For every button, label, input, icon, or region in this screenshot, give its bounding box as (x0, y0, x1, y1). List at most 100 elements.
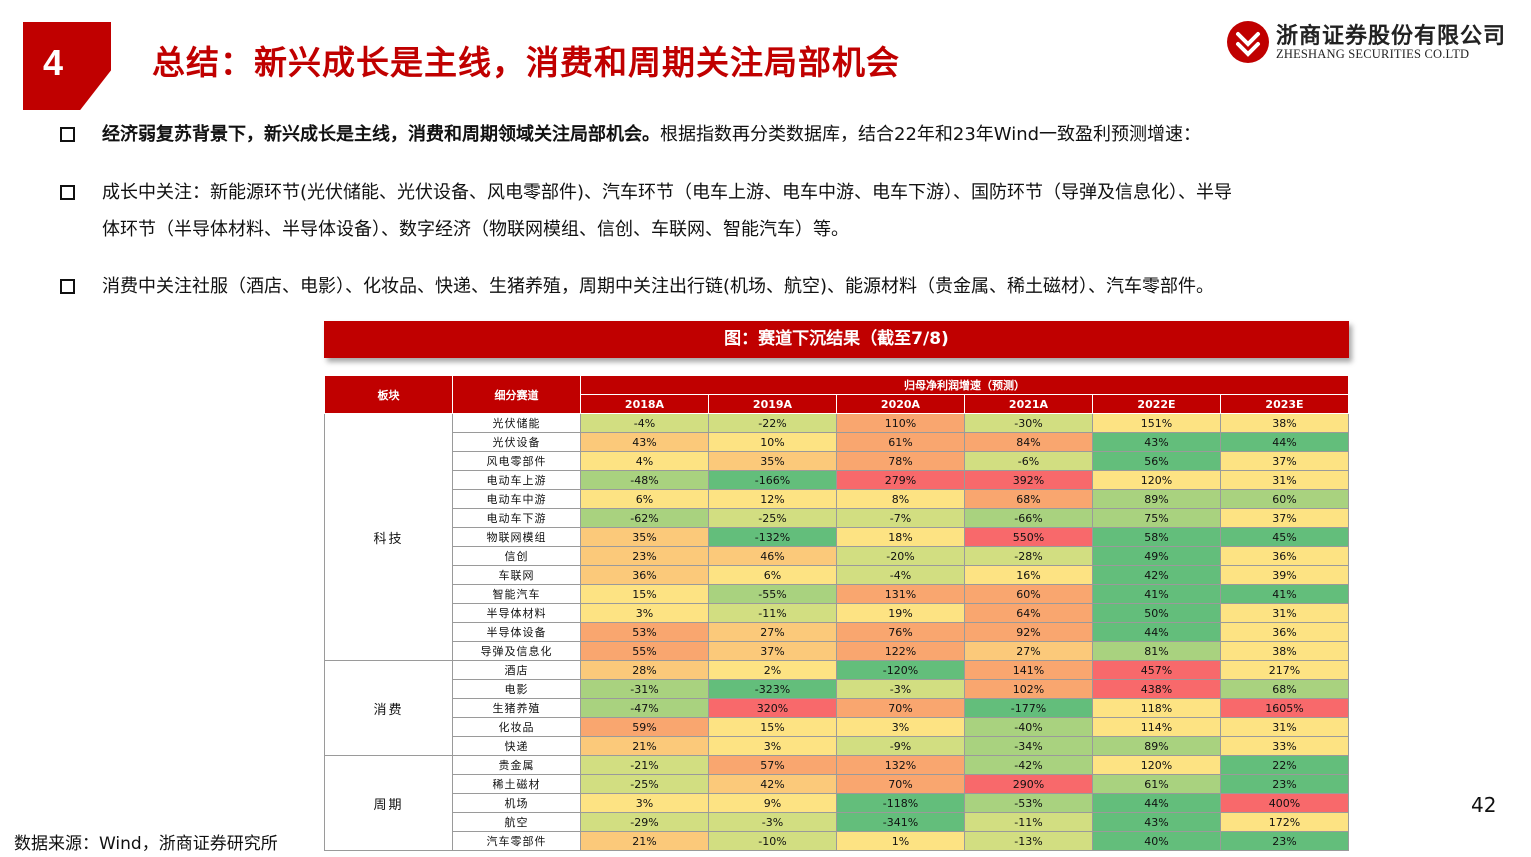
subsector-cell: 化妆品 (452, 717, 581, 737)
value-cell: 457% (1092, 660, 1221, 680)
value-cell: 53% (580, 622, 709, 642)
value-cell: 28% (580, 660, 709, 680)
value-cell: -3% (836, 679, 965, 699)
value-cell: 89% (1092, 736, 1221, 756)
value-cell: 36% (580, 565, 709, 585)
value-cell: -11% (964, 812, 1093, 832)
value-cell: 8% (836, 489, 965, 509)
header-year: 2023E (1220, 394, 1349, 414)
value-cell: -177% (964, 698, 1093, 718)
table-row: 电动车中游 6% 12% 8% 68% 89% 60% (325, 489, 1349, 509)
section-number: 4 (42, 42, 64, 83)
value-cell: 31% (1220, 717, 1349, 737)
zheshang-logo-icon (1227, 21, 1269, 63)
table-row: 电动车上游 -48% -166% 279% 392% 120% 31% (325, 470, 1349, 490)
value-cell: -55% (708, 584, 837, 604)
value-cell: 35% (580, 527, 709, 547)
value-cell: 132% (836, 755, 965, 775)
table-row: 航空 -29% -3% -341% -11% 43% 172% (325, 812, 1349, 832)
table-row: 周期 贵金属 -21% 57% 132% -42% 120% 22% (324, 755, 1349, 851)
value-cell: -66% (964, 508, 1093, 528)
value-cell: 6% (708, 565, 837, 585)
value-cell: 41% (1092, 584, 1221, 604)
value-cell: -11% (708, 603, 837, 623)
value-cell: -13% (964, 831, 1093, 851)
value-cell: 3% (708, 736, 837, 756)
value-cell: 75% (1092, 508, 1221, 528)
subsector-cell: 信创 (452, 546, 581, 566)
value-cell: 68% (964, 489, 1093, 509)
header-year: 2018A (580, 394, 709, 414)
value-cell: 40% (1092, 831, 1221, 851)
company-logo: 浙商证券股份有限公司 ZHESHANG SECURITIES CO.LTD (1226, 18, 1505, 66)
bullet-1-bold: 经济弱复苏背景下，新兴成长是主线，消费和周期领域关注局部机会。 (102, 124, 660, 145)
value-cell: 12% (708, 489, 837, 509)
subsector-cell: 物联网模组 (452, 527, 581, 547)
subsector-cell: 光伏储能 (452, 413, 581, 433)
value-cell: -7% (836, 508, 965, 528)
table-row: 导弹及信息化 55% 37% 122% 27% 81% 38% (325, 641, 1349, 661)
table-row: 化妆品 59% 15% 3% -40% 114% 31% (325, 717, 1349, 737)
value-cell: 92% (964, 622, 1093, 642)
value-cell: 122% (836, 641, 965, 661)
value-cell: 36% (1220, 546, 1349, 566)
value-cell: 58% (1092, 527, 1221, 547)
value-cell: 1% (836, 831, 965, 851)
table-row: 智能汽车 15% -55% 131% 60% 41% 41% (325, 584, 1349, 604)
subsector-cell: 车联网 (452, 565, 581, 585)
value-cell: -21% (580, 755, 709, 775)
table-row: 快递 21% 3% -9% -34% 89% 33% (325, 736, 1349, 756)
value-cell: -9% (836, 736, 965, 756)
header-year: 2020A (836, 394, 965, 414)
subsector-cell: 生猪养殖 (452, 698, 581, 718)
value-cell: 43% (1092, 432, 1221, 452)
value-cell: -10% (708, 831, 837, 851)
bullet-2-line-2: 体环节（半导体材料、半导体设备）、数字经济（物联网模组、信创、车联网、智能汽车）… (102, 219, 849, 240)
value-cell: -25% (580, 774, 709, 794)
table-row: 稀土磁材 -25% 42% 70% 290% 61% 23% (325, 774, 1349, 794)
subsector-cell: 电动车中游 (452, 489, 581, 509)
table-body: 科技 光伏储能 -4% -22% 110% -30% 151% 38% 光伏设备 43% 10% 61… (324, 413, 1349, 851)
value-cell: -40% (964, 717, 1093, 737)
subsector-cell: 机场 (452, 793, 581, 813)
subsector-cell: 半导体设备 (452, 622, 581, 642)
header-sector: 板块 (324, 375, 453, 414)
subsector-cell: 智能汽车 (452, 584, 581, 604)
subsector-cell: 稀土磁材 (452, 774, 581, 794)
value-cell: 60% (964, 584, 1093, 604)
value-cell: -31% (580, 679, 709, 699)
sector-cell: 周期 (324, 755, 453, 851)
bullet-square-icon (60, 185, 75, 200)
bullet-2-line-1: 成长中关注：新能源环节(光伏储能、光伏设备、风电零部件)、汽车环节（电车上游、电… (102, 182, 1233, 203)
table-row: 消费 酒店 28% 2% -120% 141% 457% 217% (324, 660, 1349, 756)
value-cell: 39% (1220, 565, 1349, 585)
value-cell: 60% (1220, 489, 1349, 509)
page-number: 42 (1471, 793, 1497, 817)
value-cell: 290% (964, 774, 1093, 794)
value-cell: 70% (836, 774, 965, 794)
value-cell: 57% (708, 755, 837, 775)
value-cell: -48% (580, 470, 709, 490)
table-row: 车联网 36% 6% -4% 16% 42% 39% (325, 565, 1349, 585)
value-cell: 118% (1092, 698, 1221, 718)
value-cell: 320% (708, 698, 837, 718)
value-cell: 37% (1220, 508, 1349, 528)
value-cell: 6% (580, 489, 709, 509)
bullet-3-text: 消费中关注社服（酒店、电影）、化妆品、快递、生猪养殖，周期中关注出行链(机场、航… (102, 276, 1215, 297)
value-cell: 120% (1092, 470, 1221, 490)
value-cell: -132% (708, 527, 837, 547)
table-row: 科技 光伏储能 -4% -22% 110% -30% 151% 38% (324, 413, 1349, 661)
value-cell: 42% (1092, 565, 1221, 585)
value-cell: 10% (708, 432, 837, 452)
bullet-square-icon (60, 127, 75, 142)
value-cell: 120% (1092, 755, 1221, 775)
value-cell: -118% (836, 793, 965, 813)
value-cell: 141% (964, 660, 1093, 680)
value-cell: 81% (1092, 641, 1221, 661)
subsector-cell: 快递 (452, 736, 581, 756)
value-cell: 43% (580, 432, 709, 452)
value-cell: 61% (1092, 774, 1221, 794)
value-cell: 41% (1220, 584, 1349, 604)
value-cell: 36% (1220, 622, 1349, 642)
table-row: 汽车零部件 21% -10% 1% -13% 40% 23% (325, 831, 1349, 851)
